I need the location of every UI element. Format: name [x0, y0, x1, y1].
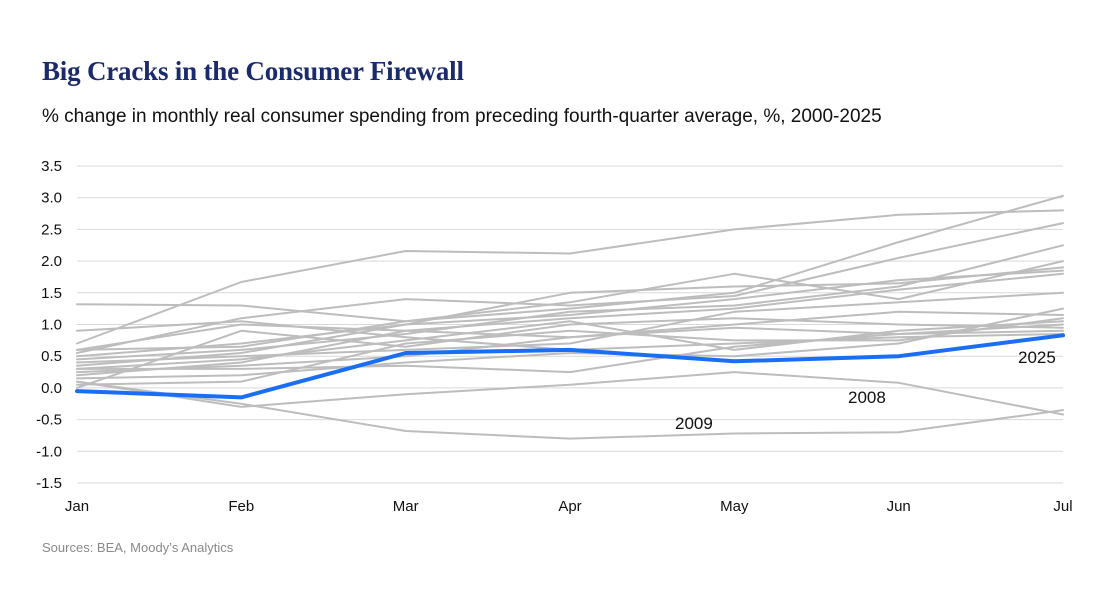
- y-tick-label: 2.5: [41, 221, 62, 238]
- series-line-other-5: [76, 244, 1064, 361]
- series-line-2008: [76, 371, 1064, 416]
- series-label-2008: 2008: [848, 388, 886, 407]
- y-tick-label: 3.0: [41, 190, 62, 207]
- x-tick-label: May: [720, 498, 749, 515]
- x-tick-label: Apr: [558, 498, 581, 515]
- y-tick-label: -0.5: [36, 412, 62, 429]
- y-tick-label: 1.0: [41, 317, 62, 334]
- y-tick-label: 2.0: [41, 253, 62, 270]
- series-line-2025: [75, 333, 1065, 400]
- y-tick-label: -1.5: [36, 475, 62, 492]
- series-line-other-16: [76, 310, 1064, 374]
- series-line-other-1: [76, 209, 1064, 345]
- chart-title: Big Cracks in the Consumer Firewall: [42, 56, 464, 86]
- source-note: Sources: BEA, Moody’s Analytics: [42, 540, 234, 555]
- y-tick-label: 0.5: [41, 348, 62, 365]
- series-line-other-6: [76, 266, 1064, 358]
- y-tick-label: 1.5: [41, 285, 62, 302]
- series-line-other-11: [76, 323, 1064, 374]
- series-line-other-4: [76, 222, 1064, 354]
- series-line-other-12: [76, 307, 1064, 380]
- series-label-2009: 2009: [675, 414, 713, 433]
- x-tick-label: Jan: [65, 498, 89, 515]
- x-tick-label: Feb: [228, 498, 254, 515]
- chart-subtitle: % change in monthly real consumer spendi…: [42, 106, 882, 127]
- series-line-other-13: [76, 317, 1064, 386]
- series-label-2025: 2025: [1018, 348, 1056, 367]
- series-line-other-7: [76, 269, 1064, 367]
- series-line-other-17: [76, 320, 1064, 370]
- series-line-other-8: [76, 272, 1064, 377]
- y-tick-label: -1.0: [36, 443, 62, 460]
- y-tick-label: 0.0: [41, 380, 62, 397]
- y-tick-label: 3.5: [41, 158, 62, 175]
- series-line-other-3: [76, 194, 1064, 351]
- x-tick-label: Jun: [887, 498, 911, 515]
- x-tick-label: Mar: [393, 498, 419, 515]
- series-line-other-10: [76, 291, 1064, 364]
- series-line-other-2: [76, 260, 1064, 323]
- series-line-other-14: [76, 317, 1064, 389]
- series-line-2009: [76, 380, 1064, 440]
- x-tick-label: Jul: [1053, 498, 1072, 515]
